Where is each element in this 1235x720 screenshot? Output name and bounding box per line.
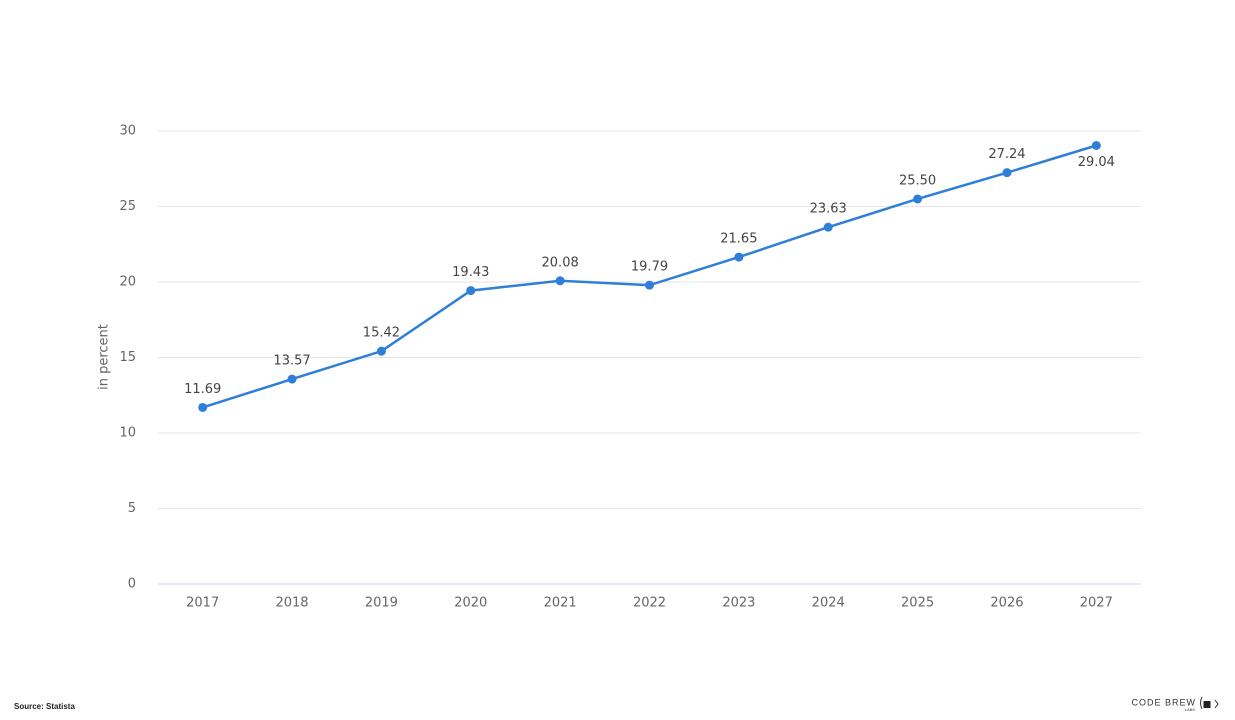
source-note: Source: Statista (14, 702, 75, 711)
x-tick-label: 2021 (544, 596, 577, 611)
y-tick-label: 0 (128, 577, 136, 592)
x-tick-label: 2026 (990, 596, 1023, 611)
x-tick-label: 2019 (365, 596, 398, 611)
data-point (376, 346, 386, 356)
y-tick-label: 20 (119, 275, 136, 290)
x-tick-label: 2017 (186, 596, 219, 611)
data-label: 23.63 (810, 202, 847, 217)
x-tick-label: 2020 (454, 596, 487, 611)
logo-name: CODE BREW (1131, 697, 1196, 707)
x-tick-label: 2025 (901, 596, 934, 611)
x-tick-label: 2022 (633, 596, 666, 611)
y-axis-title: in percent (97, 324, 112, 390)
x-tick-label: 2023 (722, 596, 755, 611)
x-tick-label: 2018 (275, 596, 308, 611)
data-label: 15.42 (363, 326, 400, 341)
logo-sub: LABS (1185, 707, 1196, 712)
logo-icon (1200, 696, 1219, 710)
x-tick-label: 2024 (812, 596, 845, 611)
data-point (1002, 168, 1012, 178)
data-point (555, 276, 565, 286)
data-label: 21.65 (720, 232, 757, 247)
data-label: 29.04 (1078, 155, 1115, 170)
data-point (734, 252, 744, 262)
data-point (198, 402, 208, 412)
data-label: 11.69 (184, 382, 221, 397)
data-point (913, 194, 923, 204)
series-line (202, 144, 1097, 409)
data-point (287, 374, 297, 384)
data-label: 19.79 (631, 260, 668, 275)
data-label: 27.24 (988, 147, 1025, 162)
y-tick-label: 25 (119, 199, 136, 214)
data-point (823, 222, 833, 232)
data-point (1091, 140, 1101, 150)
y-tick-label: 5 (128, 501, 136, 516)
data-label: 13.57 (273, 354, 310, 369)
y-tick-label: 10 (119, 426, 136, 441)
data-point (645, 280, 654, 290)
y-tick-label: 30 (119, 124, 136, 139)
data-label: 25.50 (899, 173, 936, 188)
x-tick-label: 2027 (1080, 596, 1113, 611)
data-label: 19.43 (452, 265, 489, 280)
y-tick-label: 15 (119, 350, 136, 365)
data-label: 20.08 (542, 255, 579, 270)
data-point (466, 286, 476, 296)
